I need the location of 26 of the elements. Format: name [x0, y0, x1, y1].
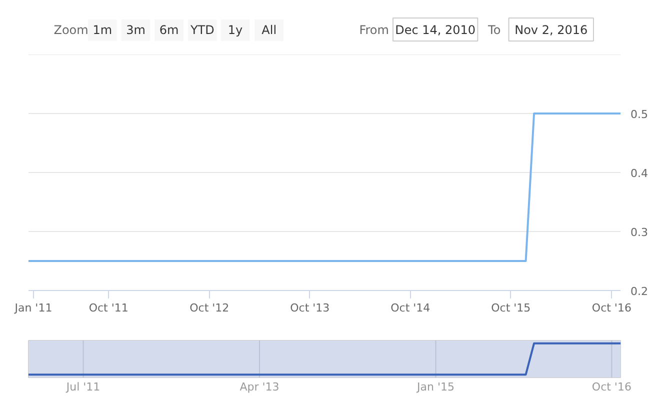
x-tick-label: Oct '12 — [190, 302, 230, 314]
text: Nov 2, 2016 — [514, 23, 588, 37]
x-tick-label: Jul '11 — [65, 380, 100, 394]
x-tick-label: Oct '15 — [491, 302, 531, 314]
x-tick-label: Oct '11 — [88, 302, 128, 314]
text: All — [262, 23, 277, 37]
y-tick-label: 0.2 — [630, 285, 648, 298]
x-tick-label: Oct '16 — [592, 302, 632, 314]
text: 3m — [126, 23, 146, 37]
x-tick-label: Oct '13 — [290, 302, 330, 314]
x-tick-label: Apr '13 — [240, 380, 280, 394]
text: 1y — [228, 23, 243, 37]
text: To — [487, 23, 501, 37]
x-tick-label: Oct '16 — [592, 380, 632, 394]
text: 6m — [159, 23, 179, 37]
y-tick-label: 0.3 — [630, 226, 648, 239]
text: 1m — [92, 23, 112, 37]
y-tick-label: 0.4 — [630, 167, 648, 180]
text: From — [359, 23, 389, 37]
x-tick-label: Oct '14 — [390, 302, 430, 314]
text: Dec 14, 2010 — [395, 23, 476, 37]
text: YTD — [189, 23, 214, 37]
text: Zoom — [54, 23, 88, 37]
y-tick-label: 0.5 — [630, 108, 648, 121]
x-tick-label: Jan '15 — [416, 380, 454, 394]
x-tick-label: Jan '11 — [14, 302, 52, 314]
